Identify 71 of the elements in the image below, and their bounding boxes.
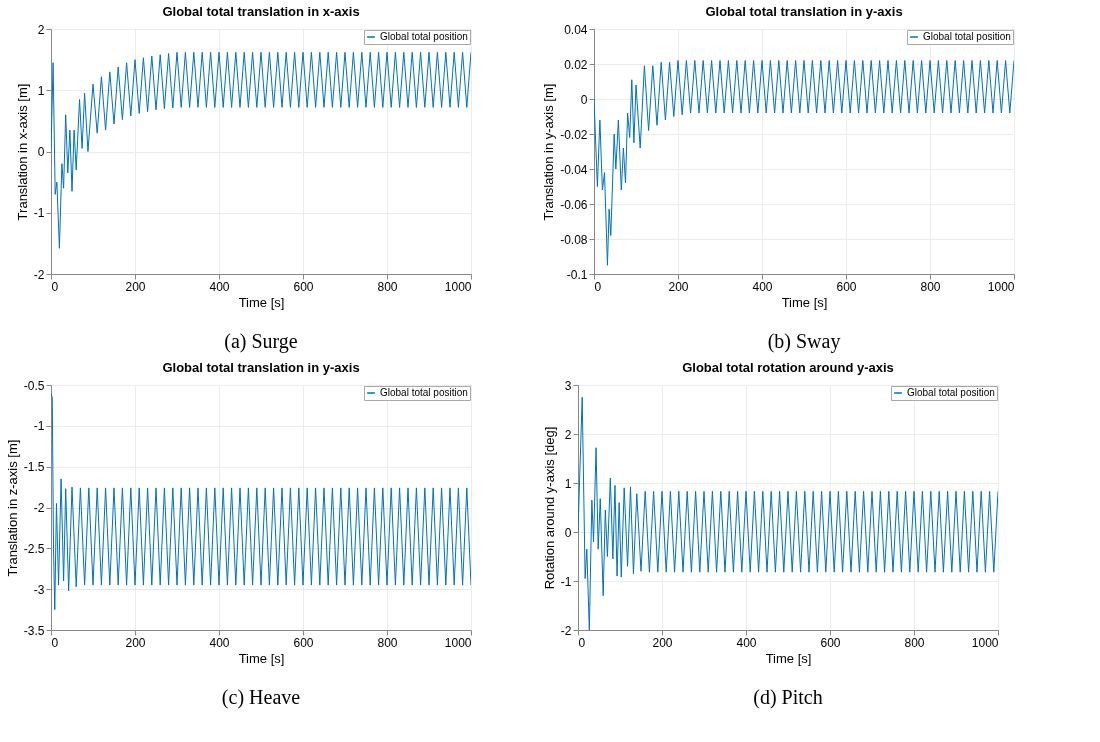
y-tick-label: 0 xyxy=(580,92,588,107)
x-tick-label: 1000 xyxy=(987,279,1015,294)
y-tick-label: -0.02 xyxy=(560,127,588,142)
x-tick-label: 0 xyxy=(594,279,602,294)
y-tick-label: 0 xyxy=(564,525,572,540)
y-tick-label: 0.02 xyxy=(564,57,588,72)
y-tick-label: 1 xyxy=(37,83,45,98)
line-series xyxy=(51,51,471,249)
x-tick-label: 600 xyxy=(820,635,841,650)
y-axis-title: Translation in y-axis [m] xyxy=(541,83,557,221)
x-tick-label: 600 xyxy=(293,279,314,294)
y-tick-label: -0.06 xyxy=(560,197,588,212)
y-tick-label: -0.1 xyxy=(566,267,588,282)
x-tick-label: 400 xyxy=(209,279,230,294)
x-tick-label: 800 xyxy=(920,279,941,294)
y-tick-label: -3.5 xyxy=(23,623,45,638)
x-tick-label: 200 xyxy=(125,279,146,294)
x-tick-label: 200 xyxy=(125,635,146,650)
y-tick-label: -2 xyxy=(560,623,572,638)
x-tick-label: 200 xyxy=(652,635,673,650)
chart-title: Global total translation in y-axis xyxy=(705,4,903,19)
x-axis-title: Time [s] xyxy=(238,650,285,666)
y-tick-label: -1 xyxy=(33,206,45,221)
y-axis-title: Translation in x-axis [m] xyxy=(14,83,30,221)
y-tick-label: 2 xyxy=(37,22,45,37)
x-axis-title: Time [s] xyxy=(238,294,285,310)
x-tick-label: 0 xyxy=(51,279,59,294)
y-tick-label: -0.5 xyxy=(23,378,45,393)
chart-title: Global total translation in y-axis xyxy=(162,360,360,375)
x-axis-title: Time [s] xyxy=(765,650,812,666)
x-tick-label: 1000 xyxy=(444,279,472,294)
x-tick-label: 1000 xyxy=(971,635,999,650)
x-tick-label: 600 xyxy=(293,635,314,650)
text: (a) Surge xyxy=(224,330,298,353)
x-tick-label: 200 xyxy=(668,279,689,294)
legend-label: Global total position xyxy=(380,31,468,42)
legend-label: Global total position xyxy=(380,387,468,398)
x-tick-label: 800 xyxy=(904,635,925,650)
y-tick-label: -3 xyxy=(33,582,45,597)
text: (c) Heave xyxy=(221,686,301,709)
line-series xyxy=(594,60,1014,266)
y-axis-title: Translation in z-axis [m] xyxy=(4,439,20,577)
y-tick-label: -2 xyxy=(33,501,45,515)
y-tick-label: -1.5 xyxy=(23,460,45,475)
y-tick-label: -1 xyxy=(33,419,45,434)
x-tick-label: 1000 xyxy=(444,635,472,650)
chart-title: Global total translation in x-axis xyxy=(162,4,360,19)
text: (b) Sway xyxy=(767,330,841,353)
y-axis-title: Rotation around y-axis [deg] xyxy=(541,426,557,590)
y-tick-label: 0 xyxy=(37,145,45,159)
y-tick-label: 2 xyxy=(564,427,572,442)
x-tick-label: 400 xyxy=(752,279,773,294)
y-tick-label: -2 xyxy=(33,267,45,282)
x-tick-label: 800 xyxy=(377,635,398,650)
x-tick-label: 0 xyxy=(51,635,59,650)
x-tick-label: 400 xyxy=(209,635,230,650)
y-tick-label: 0.04 xyxy=(564,22,588,37)
y-tick-label: 3 xyxy=(564,378,572,393)
y-tick-label: -1 xyxy=(560,574,572,589)
y-tick-label: -2.5 xyxy=(23,541,45,556)
y-tick-label: -0.04 xyxy=(560,162,588,177)
x-tick-label: 400 xyxy=(736,635,757,650)
legend-label: Global total position xyxy=(923,31,1011,42)
legend-label: Global total position xyxy=(907,387,995,398)
text: (d) Pitch xyxy=(753,686,823,709)
x-tick-label: 800 xyxy=(377,279,398,294)
x-tick-label: 600 xyxy=(836,279,857,294)
chart-title: Global total rotation around y-axis xyxy=(682,360,894,375)
y-tick-label: 1 xyxy=(564,476,572,491)
x-axis-title: Time [s] xyxy=(781,294,828,310)
y-tick-label: -0.08 xyxy=(560,232,588,247)
